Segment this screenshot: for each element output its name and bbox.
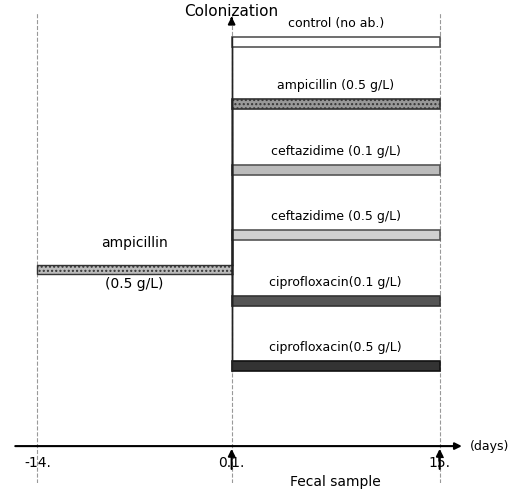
Text: (days): (days) <box>470 440 509 453</box>
Text: ciprofloxacin(0.1 g/L): ciprofloxacin(0.1 g/L) <box>269 276 402 289</box>
Bar <box>232 36 440 47</box>
Text: 15.: 15. <box>429 456 451 470</box>
Text: Colonization: Colonization <box>185 4 279 19</box>
Text: ampicillin (0.5 g/L): ampicillin (0.5 g/L) <box>277 79 394 92</box>
Text: -14.: -14. <box>24 456 51 470</box>
Text: 0.1.: 0.1. <box>219 456 245 470</box>
Bar <box>37 265 232 275</box>
Text: (0.5 g/L): (0.5 g/L) <box>105 278 164 291</box>
Text: ampicillin: ampicillin <box>101 236 168 250</box>
Text: ceftazidime (0.1 g/L): ceftazidime (0.1 g/L) <box>271 145 401 158</box>
Text: control (no ab.): control (no ab.) <box>287 17 384 30</box>
Text: ceftazidime (0.5 g/L): ceftazidime (0.5 g/L) <box>271 210 401 223</box>
Bar <box>232 296 440 306</box>
Bar <box>232 361 440 371</box>
Bar <box>232 165 440 175</box>
Bar <box>232 99 440 109</box>
Bar <box>232 230 440 240</box>
Text: Fecal sample: Fecal sample <box>290 475 381 489</box>
Text: ciprofloxacin(0.5 g/L): ciprofloxacin(0.5 g/L) <box>269 341 402 354</box>
